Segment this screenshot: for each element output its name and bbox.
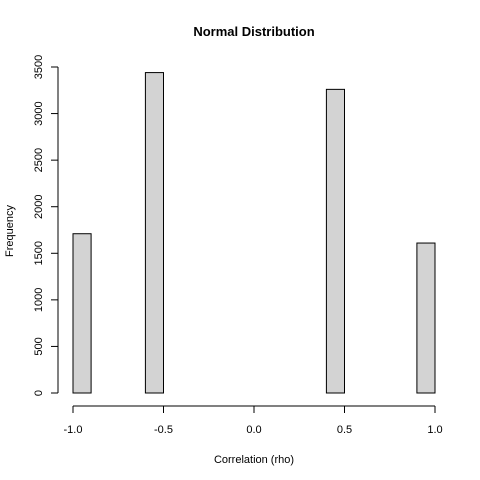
x-tick-label: 1.0 bbox=[427, 424, 442, 436]
y-tick-label: 3000 bbox=[33, 101, 45, 125]
histogram-bar-3 bbox=[325, 88, 345, 394]
y-tick-label: 2500 bbox=[33, 148, 45, 172]
histogram-bar-4 bbox=[416, 242, 436, 394]
x-axis-label: Correlation (rho) bbox=[214, 454, 294, 466]
y-tick-label: 500 bbox=[33, 337, 45, 355]
chart-title: Normal Distribution bbox=[193, 24, 314, 39]
x-tick-label: -1.0 bbox=[64, 424, 83, 436]
y-tick-label: 1000 bbox=[33, 288, 45, 312]
y-axis-label: Frequency bbox=[4, 205, 16, 257]
x-axis: -1.0 -0.5 0.0 0.5 1.0 bbox=[64, 405, 443, 436]
y-tick-label: 3500 bbox=[33, 55, 45, 79]
bars-group bbox=[72, 72, 436, 394]
y-tick-label: 1500 bbox=[33, 241, 45, 265]
y-axis: 0 500 1000 1500 2000 2500 3000 3500 bbox=[33, 55, 59, 396]
x-tick-label: 0.5 bbox=[337, 424, 352, 436]
histogram-bar-2 bbox=[144, 72, 164, 394]
x-tick-label: -0.5 bbox=[154, 424, 173, 436]
x-tick-label: 0.0 bbox=[246, 424, 261, 436]
y-tick-label: 2000 bbox=[33, 194, 45, 218]
histogram-bar-1 bbox=[72, 233, 92, 394]
y-tick-label: 0 bbox=[33, 390, 45, 396]
